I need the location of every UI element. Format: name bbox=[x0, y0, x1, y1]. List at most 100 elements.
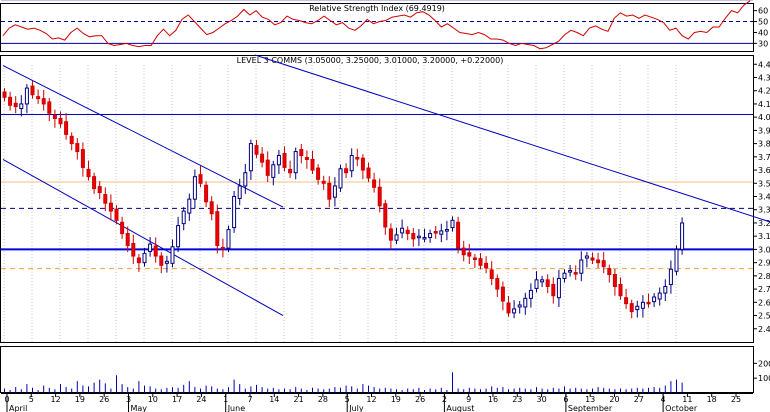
trendline bbox=[2, 65, 284, 208]
candle bbox=[584, 255, 589, 259]
candle bbox=[640, 301, 645, 309]
x-tick-label: 28 bbox=[318, 395, 328, 404]
candle bbox=[282, 153, 287, 168]
price-tick-label: 4.3 bbox=[758, 73, 770, 82]
candle bbox=[534, 279, 539, 289]
candle bbox=[75, 143, 80, 153]
candle bbox=[624, 297, 629, 305]
candle bbox=[512, 308, 517, 314]
price-tick-label: 3.1 bbox=[758, 232, 770, 241]
price-tick-label: 3.8 bbox=[758, 140, 770, 149]
candle bbox=[114, 208, 119, 221]
candle bbox=[556, 278, 561, 299]
candle bbox=[142, 252, 147, 264]
candle bbox=[400, 227, 405, 234]
x-tick-label: 27 bbox=[634, 395, 644, 404]
candle bbox=[198, 174, 203, 184]
candle bbox=[428, 233, 433, 239]
candle bbox=[248, 143, 253, 172]
candle bbox=[265, 159, 270, 176]
x-tick-label: 26 bbox=[99, 395, 109, 404]
candle bbox=[405, 229, 410, 235]
price-tick-label: 3.4 bbox=[758, 193, 770, 202]
x-tick-label: 19 bbox=[391, 395, 401, 404]
price-tick-label: 2.8 bbox=[758, 272, 770, 281]
price-tick-label: 2.7 bbox=[758, 285, 770, 294]
candle bbox=[472, 257, 477, 261]
candle bbox=[478, 258, 483, 266]
candle bbox=[58, 117, 63, 125]
candle bbox=[338, 168, 343, 189]
candle bbox=[332, 185, 337, 198]
rsi-frame bbox=[0, 3, 754, 52]
candle bbox=[136, 257, 141, 264]
candle bbox=[495, 278, 500, 290]
candle bbox=[2, 91, 7, 98]
candle bbox=[153, 245, 158, 257]
price-tick-label: 3.9 bbox=[758, 126, 770, 135]
month-label: May bbox=[131, 404, 148, 412]
x-tick-label: 11 bbox=[682, 395, 692, 404]
candle bbox=[562, 272, 567, 280]
price-tick-label: 3.6 bbox=[758, 166, 770, 175]
candle bbox=[148, 243, 153, 252]
candle bbox=[388, 228, 393, 241]
x-tick-label: 26 bbox=[415, 395, 425, 404]
candle bbox=[607, 268, 612, 276]
rsi-tick-label: 50 bbox=[758, 18, 768, 27]
price-tick-label: 3.2 bbox=[758, 219, 770, 228]
rsi-tick-label: 40 bbox=[758, 28, 768, 37]
candle bbox=[489, 269, 494, 280]
candle bbox=[276, 155, 281, 166]
x-tick-label: 10 bbox=[148, 395, 158, 404]
candle bbox=[232, 196, 237, 229]
price-tick-label: 3.0 bbox=[758, 245, 770, 254]
month-label: August bbox=[446, 404, 474, 412]
candle bbox=[545, 279, 550, 287]
price-tick-label: 3.7 bbox=[758, 153, 770, 162]
x-tick-label: 21 bbox=[294, 395, 304, 404]
candle bbox=[215, 211, 220, 246]
candle bbox=[181, 210, 186, 225]
x-tick-label: 20 bbox=[609, 395, 619, 404]
candle bbox=[416, 235, 421, 239]
x-tick-label: 9 bbox=[466, 395, 471, 404]
candle bbox=[540, 279, 545, 283]
candle bbox=[220, 246, 225, 250]
candle bbox=[92, 176, 97, 190]
month-label: September bbox=[568, 404, 613, 412]
candle bbox=[467, 252, 472, 257]
month-label: April bbox=[9, 404, 27, 412]
candle bbox=[170, 246, 175, 264]
price-tick-label: 3.3 bbox=[758, 206, 770, 215]
candle bbox=[344, 168, 349, 174]
candle bbox=[243, 172, 248, 187]
candle bbox=[680, 222, 685, 250]
price-tick-label: 4.4 bbox=[758, 60, 770, 69]
candle bbox=[187, 198, 192, 214]
candle bbox=[360, 157, 365, 171]
candle bbox=[444, 229, 449, 232]
candle bbox=[41, 98, 46, 105]
x-tick-label: 14 bbox=[269, 395, 279, 404]
rsi-panel: Relative Strength Index (69.4919) 60 5040… bbox=[0, 0, 768, 52]
candle bbox=[125, 233, 130, 246]
x-tick-label: 5 bbox=[29, 395, 34, 404]
candle bbox=[612, 274, 617, 287]
candle bbox=[349, 155, 354, 172]
price-tick-label: 2.6 bbox=[758, 298, 770, 307]
rsi-tick-label: 30 bbox=[758, 39, 768, 48]
candle bbox=[668, 268, 673, 285]
candle bbox=[372, 179, 377, 188]
x-tick-label: 30 bbox=[537, 395, 547, 404]
candle bbox=[159, 255, 164, 266]
month-label: October bbox=[665, 404, 698, 412]
candle bbox=[310, 158, 315, 171]
candle bbox=[30, 85, 35, 96]
candle bbox=[377, 186, 382, 207]
volume-panel: 20000 10000 bbox=[0, 346, 770, 393]
candle bbox=[271, 164, 276, 178]
candle bbox=[355, 157, 360, 160]
candle bbox=[484, 262, 489, 269]
candle bbox=[19, 103, 24, 110]
